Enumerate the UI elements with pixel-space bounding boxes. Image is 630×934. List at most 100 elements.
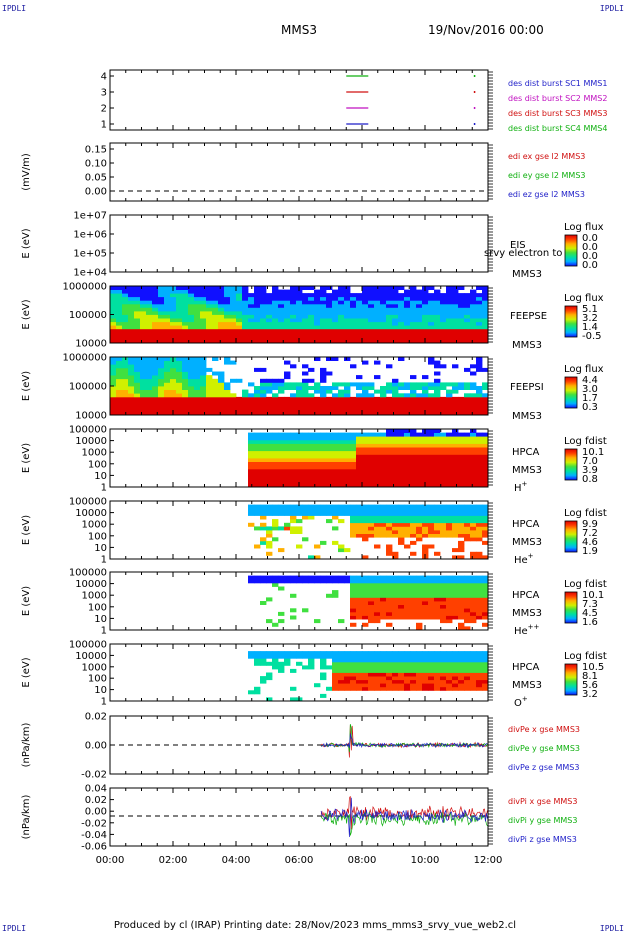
colorbar-tick-label: 7.0 (582, 456, 598, 467)
heatmap-cell (392, 672, 399, 677)
heatmap-cell (332, 450, 339, 455)
heatmap-cell (146, 286, 153, 290)
heatmap-cell (368, 676, 375, 681)
colorbar (564, 234, 578, 267)
heatmap-cell (434, 303, 441, 308)
heatmap-cell (434, 386, 441, 390)
heatmap-cell (272, 622, 279, 627)
heatmap-cell (440, 382, 447, 387)
heatmap-cell (248, 508, 255, 513)
heatmap-cell (272, 479, 279, 484)
heatmap-cell (380, 483, 387, 488)
heatmap-cell (164, 328, 171, 333)
heatmap-cell (344, 396, 351, 401)
heatmap-cell (368, 601, 375, 605)
heatmap-cell (386, 590, 393, 595)
colorbar-tick-label: 3.0 (582, 384, 598, 395)
heatmap-cell (476, 293, 483, 298)
heatmap-cell (464, 604, 471, 609)
heatmap-cell (356, 686, 363, 691)
heatmap-cell (416, 590, 423, 595)
heatmap-cell (446, 604, 453, 609)
heatmap-cell (410, 325, 417, 330)
heatmap-cell (248, 654, 255, 659)
heatmap-cell (470, 668, 477, 673)
heatmap-cell (284, 476, 291, 481)
heatmap-cell (458, 608, 465, 613)
heatmap-cell (350, 519, 357, 524)
heatmap-cell (380, 582, 387, 587)
heatmap-cell (350, 404, 357, 409)
heatmap-cell (146, 386, 153, 390)
heatmap-cell (386, 676, 393, 681)
heatmap-cell (434, 465, 441, 470)
heatmap-cell (326, 307, 333, 312)
heatmap-cell (476, 658, 483, 663)
heatmap-cell (134, 382, 141, 387)
heatmap-cell (122, 303, 129, 308)
heatmap-cell (386, 411, 393, 416)
heatmap-cell (320, 396, 327, 401)
heatmap-cell (314, 461, 321, 466)
heatmap-cell (422, 386, 429, 390)
heatmap-cell (116, 328, 123, 333)
heatmap-cell (344, 357, 351, 361)
heatmap-cell (326, 332, 333, 337)
heatmap-cell (368, 465, 375, 470)
heatmap-cell (164, 364, 171, 369)
x-tick-label: 06:00 (285, 855, 314, 866)
heatmap-cell (332, 310, 339, 315)
heatmap-cell (200, 382, 207, 387)
heatmap-cell (458, 321, 465, 326)
heatmap-cell (452, 665, 459, 670)
heatmap-cell (248, 296, 255, 301)
heatmap-cell (422, 314, 429, 319)
heatmap-cell (404, 483, 411, 488)
heatmap-cell (110, 325, 117, 330)
heatmap-cell (452, 601, 459, 605)
heatmap-cell (362, 443, 369, 448)
heatmap-cell (176, 325, 183, 330)
heatmap-cell (152, 314, 159, 319)
heatmap-cell (476, 432, 483, 437)
heatmap-cell (296, 651, 303, 656)
heatmap-cell (386, 296, 393, 301)
heatmap-cell (320, 483, 327, 488)
heatmap-cell (380, 468, 387, 473)
heatmap-cell (362, 515, 369, 520)
colorbar-title: Log fdist (564, 508, 607, 519)
heatmap-cell (308, 293, 315, 298)
heatmap-cell (188, 296, 195, 301)
heatmap-cell (410, 590, 417, 595)
heatmap-cell (452, 439, 459, 444)
heatmap-cell (440, 454, 447, 459)
heatmap-cell (248, 300, 255, 305)
heatmap-cell (464, 393, 471, 398)
heatmap-cell (362, 318, 369, 323)
heatmap-cell (152, 386, 159, 390)
heatmap-cell (410, 393, 417, 398)
heatmap-cell (296, 447, 303, 452)
heatmap-cell (278, 665, 285, 670)
heatmap-cell (416, 515, 423, 520)
heatmap-cell (482, 443, 489, 448)
heatmap-cell (446, 668, 453, 673)
heatmap-cell (392, 515, 399, 520)
heatmap-cell (446, 582, 453, 587)
heatmap-cell (308, 465, 315, 470)
heatmap-cell (332, 679, 339, 684)
heatmap-cell (290, 458, 297, 462)
heatmap-cell (422, 436, 429, 441)
heatmap-cell (284, 432, 291, 437)
heatmap-cell (380, 396, 387, 401)
heatmap-cell (236, 307, 243, 312)
heatmap-cell (416, 335, 423, 340)
heatmap-cell (296, 310, 303, 315)
heatmap-cell (476, 321, 483, 326)
heatmap-cell (320, 654, 327, 659)
heatmap-cell (260, 378, 267, 383)
heatmap-cell (362, 579, 369, 584)
heatmap-cell (386, 679, 393, 684)
heatmap-cell (392, 461, 399, 466)
